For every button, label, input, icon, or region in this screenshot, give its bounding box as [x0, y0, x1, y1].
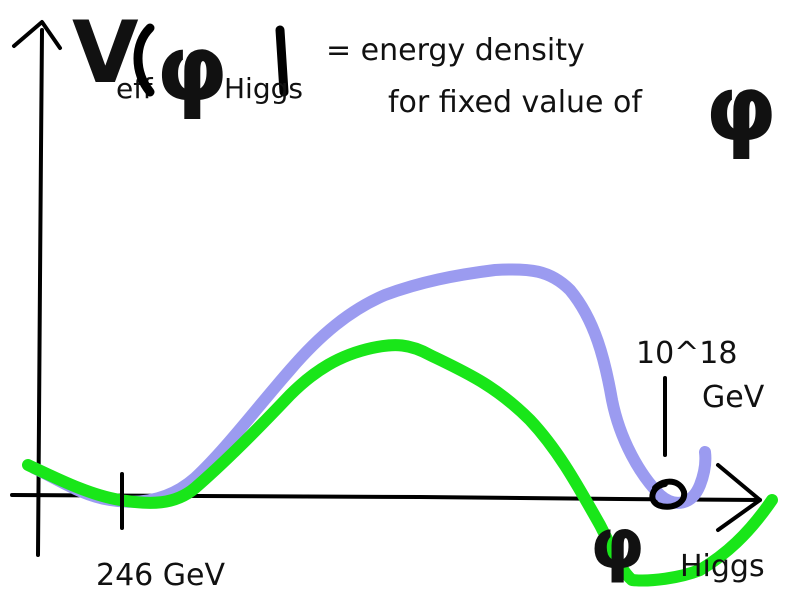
title-v: V	[72, 3, 139, 103]
title-sub-higgs: Higgs	[224, 72, 303, 105]
label-1e18-line-2: GeV	[702, 380, 765, 415]
title-phi: φ	[156, 15, 228, 122]
title-open-paren	[133, 23, 155, 97]
curve-blue	[28, 263, 712, 509]
definition-line-2: for fixed value of	[388, 85, 643, 120]
y-axis-arrowhead	[12, 20, 62, 50]
title-close-paren	[275, 25, 289, 97]
definition-line-1: = energy density	[326, 33, 585, 68]
x-axis-arrowhead	[716, 463, 762, 532]
label-246-gev: 246 GeV	[96, 558, 226, 593]
label-1e18-line-1: 10^18	[636, 336, 737, 371]
definition-phi: φ	[705, 55, 777, 162]
curve-green	[22, 339, 778, 587]
x-axis-sub-higgs: Higgs	[680, 549, 765, 584]
x-axis-phi: φ	[590, 503, 645, 585]
scribble-minimum	[649, 478, 688, 510]
